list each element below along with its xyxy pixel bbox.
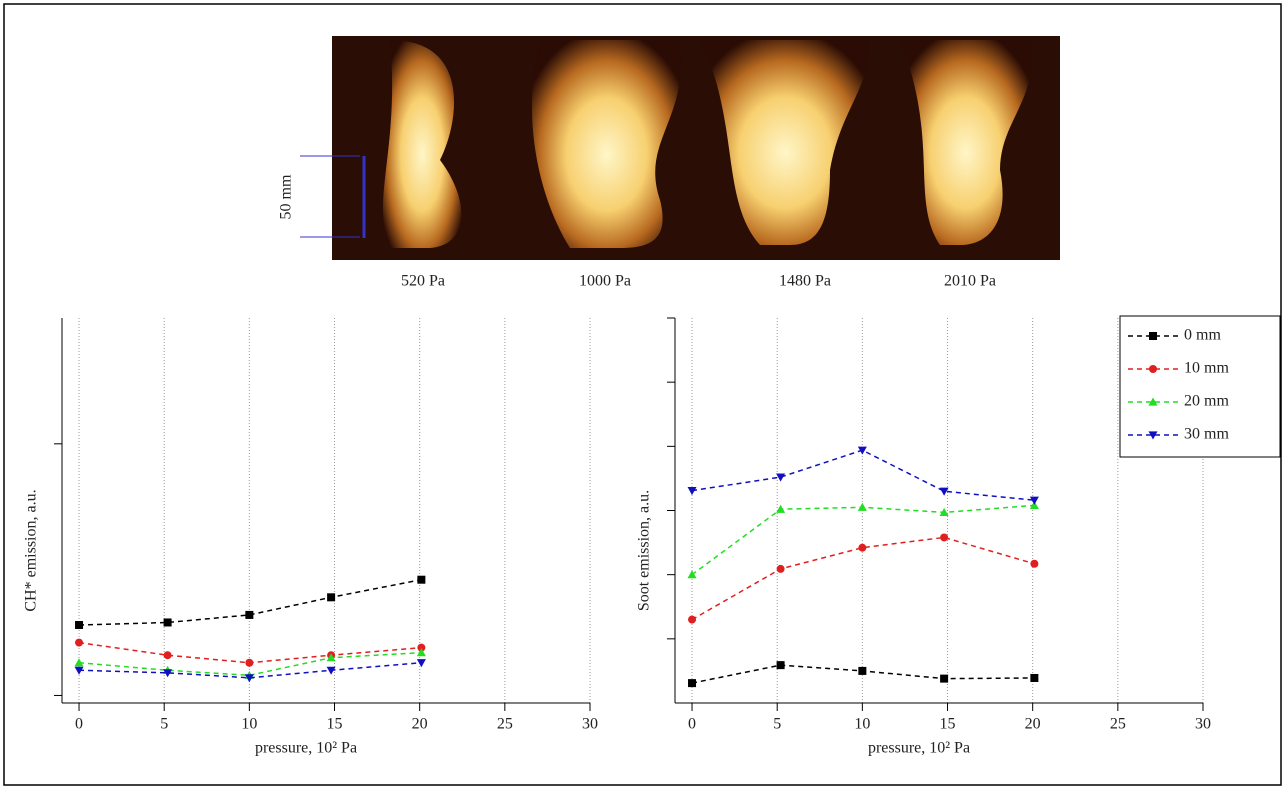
marker	[1030, 673, 1039, 682]
x-tick-label: 5	[773, 716, 781, 733]
marker	[857, 502, 867, 511]
flame	[531, 40, 682, 248]
y-axis-label: Soot emission, a.u.	[636, 490, 653, 611]
x-tick-label: 10	[241, 716, 257, 733]
marker	[163, 651, 172, 660]
marker	[940, 674, 949, 683]
marker	[244, 674, 254, 683]
x-tick-label: 30	[582, 716, 598, 733]
photo-label: 2010 Pa	[944, 273, 996, 290]
marker	[327, 593, 336, 602]
marker	[245, 658, 254, 667]
marker	[687, 487, 697, 496]
marker	[75, 620, 84, 629]
x-tick-label: 15	[940, 716, 956, 733]
legend-label: 30 mm	[1184, 426, 1229, 443]
flame	[700, 40, 870, 245]
marker	[688, 615, 697, 624]
marker	[776, 473, 786, 482]
x-axis-label: pressure, 10² Pa	[868, 740, 970, 757]
x-tick-label: 5	[160, 716, 168, 733]
marker	[776, 564, 785, 573]
marker	[74, 666, 84, 675]
marker	[940, 533, 949, 542]
photo-label: 1000 Pa	[579, 273, 631, 290]
series-line	[691, 504, 1035, 576]
x-tick-label: 20	[1025, 716, 1041, 733]
photo-label: 1480 Pa	[779, 273, 831, 290]
x-axis-label: pressure, 10² Pa	[255, 740, 357, 757]
marker	[416, 659, 426, 668]
marker	[688, 679, 697, 688]
flame	[382, 40, 462, 248]
photo-strip: 50 mm 520 Pa 1000 Pa 1480 Pa 2010 Pa	[278, 36, 1060, 290]
marker	[939, 507, 949, 517]
marker	[858, 666, 867, 675]
marker	[687, 570, 697, 579]
marker	[1029, 496, 1039, 505]
marker	[1148, 397, 1158, 406]
x-tick-label: 0	[688, 716, 696, 733]
marker	[326, 666, 336, 675]
marker	[75, 638, 84, 647]
marker	[1029, 500, 1039, 509]
marker	[163, 669, 173, 678]
marker	[417, 643, 426, 652]
frame	[3, 3, 1282, 786]
series-line	[79, 661, 422, 679]
legend-label: 10 mm	[1184, 360, 1229, 377]
marker	[1149, 365, 1157, 373]
legend-label: 20 mm	[1184, 393, 1229, 410]
y-axis-label: CH* emission, a.u.	[23, 489, 40, 611]
marker	[74, 658, 84, 667]
x-tick-label: 25	[1110, 716, 1126, 733]
x-tick-label: 10	[854, 716, 870, 733]
x-tick-label: 30	[1195, 716, 1211, 733]
x-tick-label: 25	[497, 716, 513, 733]
x-tick-label: 0	[75, 716, 83, 733]
marker	[163, 618, 172, 627]
flame	[900, 40, 1032, 245]
marker	[416, 648, 426, 657]
scale-label: 50 mm	[278, 174, 295, 219]
marker	[1030, 559, 1039, 568]
marker	[1148, 431, 1158, 440]
marker	[1149, 332, 1157, 340]
marker	[326, 653, 336, 662]
legend-label: 0 mm	[1184, 327, 1221, 344]
marker	[776, 661, 785, 670]
marker	[858, 543, 867, 552]
series-line	[691, 536, 1035, 621]
marker	[857, 446, 867, 455]
photo-label: 520 Pa	[401, 273, 445, 290]
legend-box	[1119, 315, 1281, 458]
marker	[939, 487, 949, 496]
marker	[417, 575, 426, 584]
x-tick-label: 20	[412, 716, 428, 733]
series-line	[691, 449, 1035, 501]
x-tick-label: 15	[327, 716, 343, 733]
marker	[776, 504, 786, 513]
marker	[245, 610, 254, 619]
